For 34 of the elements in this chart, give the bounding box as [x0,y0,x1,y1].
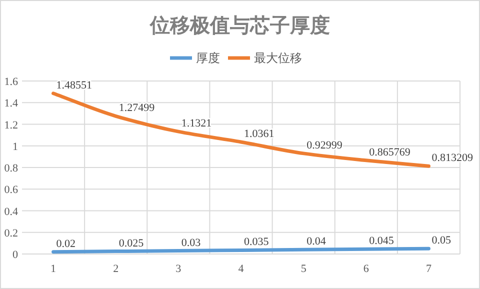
y-tick-label: 0.8 [4,162,18,174]
y-tick-label: 1 [12,140,18,153]
data-label: 1.1321 [181,118,212,130]
data-label: 1.48551 [56,79,92,92]
data-label: 0.025 [118,237,144,250]
x-tick-label: 1 [50,263,56,275]
y-tick-label: 0.2 [4,227,18,240]
x-tick-label: 5 [300,263,307,275]
y-tick-label: 1.4 [4,98,18,110]
line-series [52,92,430,168]
data-label: 0.045 [369,235,394,248]
data-label: 0.02 [56,238,76,250]
y-tick-label: 1.2 [4,119,18,132]
x-tick-label: 3 [176,263,182,275]
data-label: 1.0361 [244,128,274,140]
data-label: 0.035 [244,236,270,248]
legend-label: 厚度 [196,51,220,65]
y-tick-label: 0 [12,249,18,261]
x-tick-label: 2 [113,263,119,275]
y-tick-label: 0.6 [4,184,18,196]
legend-label: 最大位移 [254,51,302,65]
data-label: 0.04 [306,236,326,248]
y-tick-label: 1.6 [4,76,18,88]
y-tick-label: 0.4 [4,206,18,218]
x-tick-label: 6 [363,263,370,275]
x-tick-label: 7 [426,263,432,275]
chart-title: 位移极值与芯子厚度 [149,14,330,37]
data-label: 0.03 [181,236,202,249]
data-label: 0.865769 [369,146,411,158]
data-label: 1.27499 [118,102,156,114]
data-label: 0.92999 [306,139,343,152]
x-tick-label: 4 [238,263,244,275]
data-label: 0.05 [432,234,452,247]
data-label: 0.813209 [432,152,474,164]
